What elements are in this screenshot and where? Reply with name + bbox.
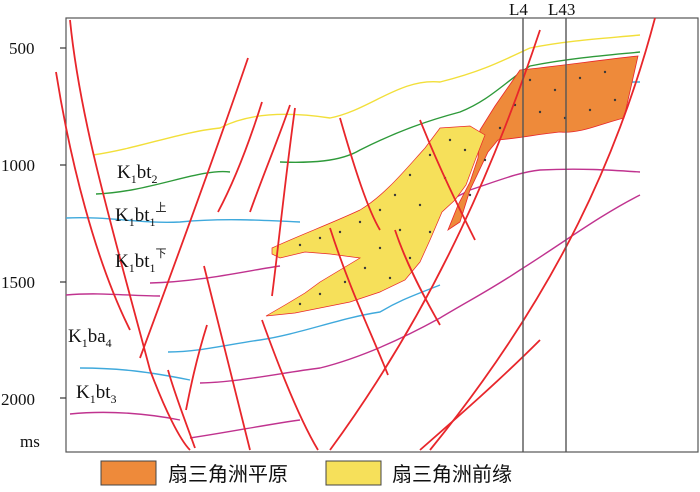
strata-base: K [76,382,90,403]
sand-dot [298,302,302,306]
fault-line [203,265,251,451]
legend-swatch-fan-delta-plain [100,460,157,486]
sand-dot [528,78,532,82]
sand-dot [538,110,542,114]
sand-dot [363,266,367,270]
strata-sub2: 1 [150,215,156,229]
y-tick-label: 2000 [1,390,35,409]
y-tick-label: 1000 [1,156,35,175]
strata-sub1: 1 [129,261,135,275]
plot-frame [65,17,699,453]
fault-line [339,117,381,231]
strata-label-k1bt1-lower: K1bt1下 [115,247,167,275]
strata-sup: 上 [156,201,167,214]
legend: 扇三角洲平原 扇三角洲前缘 [100,460,512,486]
fault-line [69,19,191,451]
sand-dot [553,88,557,92]
sand-dot [428,153,432,157]
strata-sub2: 1 [150,261,156,275]
fault-line [429,17,656,451]
sand-dot [448,138,452,142]
strata-mid: ba [88,326,107,347]
sand-dot [468,193,472,197]
fault-line [167,369,196,449]
strata-mid: bt [96,382,112,403]
fault-line [271,107,296,297]
horizon-yellow [92,34,641,156]
well-label-l43: L43 [548,0,575,19]
fault-line [261,319,319,451]
fault-line [419,119,476,241]
horizon-blue-deep [79,367,191,381]
strata-sub2: 2 [152,172,158,186]
sand-dot [393,193,397,197]
y-axis [60,47,66,399]
strata-base: K [115,251,129,272]
fault-line [55,71,131,331]
fault-line [394,229,441,326]
wells [522,18,567,452]
strata-sup: 下 [156,247,167,260]
legend-swatch-fan-delta-front [325,460,382,486]
sand-dot [603,70,607,74]
sand-dot [343,280,347,284]
strata-base: K [117,162,131,183]
sand-dot [578,76,582,80]
well-label-l4: L4 [509,0,528,19]
horizon-magenta-deepest [69,411,301,439]
fault-line [139,57,249,359]
sand-dot [338,230,342,234]
horizon-green [95,51,641,195]
sand-dot [378,246,382,250]
strata-label-k1bt2: K1bt2 [117,162,158,186]
y-tick-label: 500 [9,39,35,58]
legend-label-fan-delta-front: 扇三角洲前缘 [392,462,512,486]
sand-dot [408,256,412,260]
strata-sub1: 1 [82,336,88,350]
sand-dot [318,292,322,296]
sand-dot [398,228,402,232]
sand-dot [358,220,362,224]
sand-dot [498,126,502,130]
sand-dot [318,236,322,240]
strata-sub2: 3 [111,392,117,406]
y-tick-label: 1500 [1,273,35,292]
strata-sub2: 4 [106,336,112,350]
sand-dot [483,158,487,162]
strata-sub1: 1 [90,392,96,406]
horizon-blue-lower [167,284,441,353]
fault-line [217,101,263,213]
sand-dot [588,108,592,112]
strata-sub1: 1 [131,172,137,186]
sand-dot [463,148,467,152]
sand-dot [418,203,422,207]
strata-label-k1ba4: K1ba4 [68,326,112,350]
fault-line [329,227,389,376]
fan-delta-plain-body [447,55,639,232]
fault-line [419,339,541,451]
y-axis-unit: ms [20,432,40,451]
fault-line [249,104,291,213]
strata-mid: bt [135,251,151,272]
strata-label-k1bt3: K1bt3 [76,382,117,406]
strata-mid: bt [135,205,151,226]
strata-base: K [115,205,129,226]
sand-dot [378,208,382,212]
strata-sub1: 1 [129,215,135,229]
horizon-magenta-deep [199,194,641,384]
strata-label-k1bt1-upper: K1bt1上 [115,201,167,229]
sand-dot [388,276,392,280]
legend-label-fan-delta-plain: 扇三角洲平原 [168,462,288,486]
sand-dot [428,230,432,234]
sand-dot [298,243,302,247]
fault-line [185,324,208,411]
sand-dot [408,173,412,177]
sand-dot [613,98,617,102]
strata-base: K [68,326,82,347]
strata-mid: bt [137,162,153,183]
